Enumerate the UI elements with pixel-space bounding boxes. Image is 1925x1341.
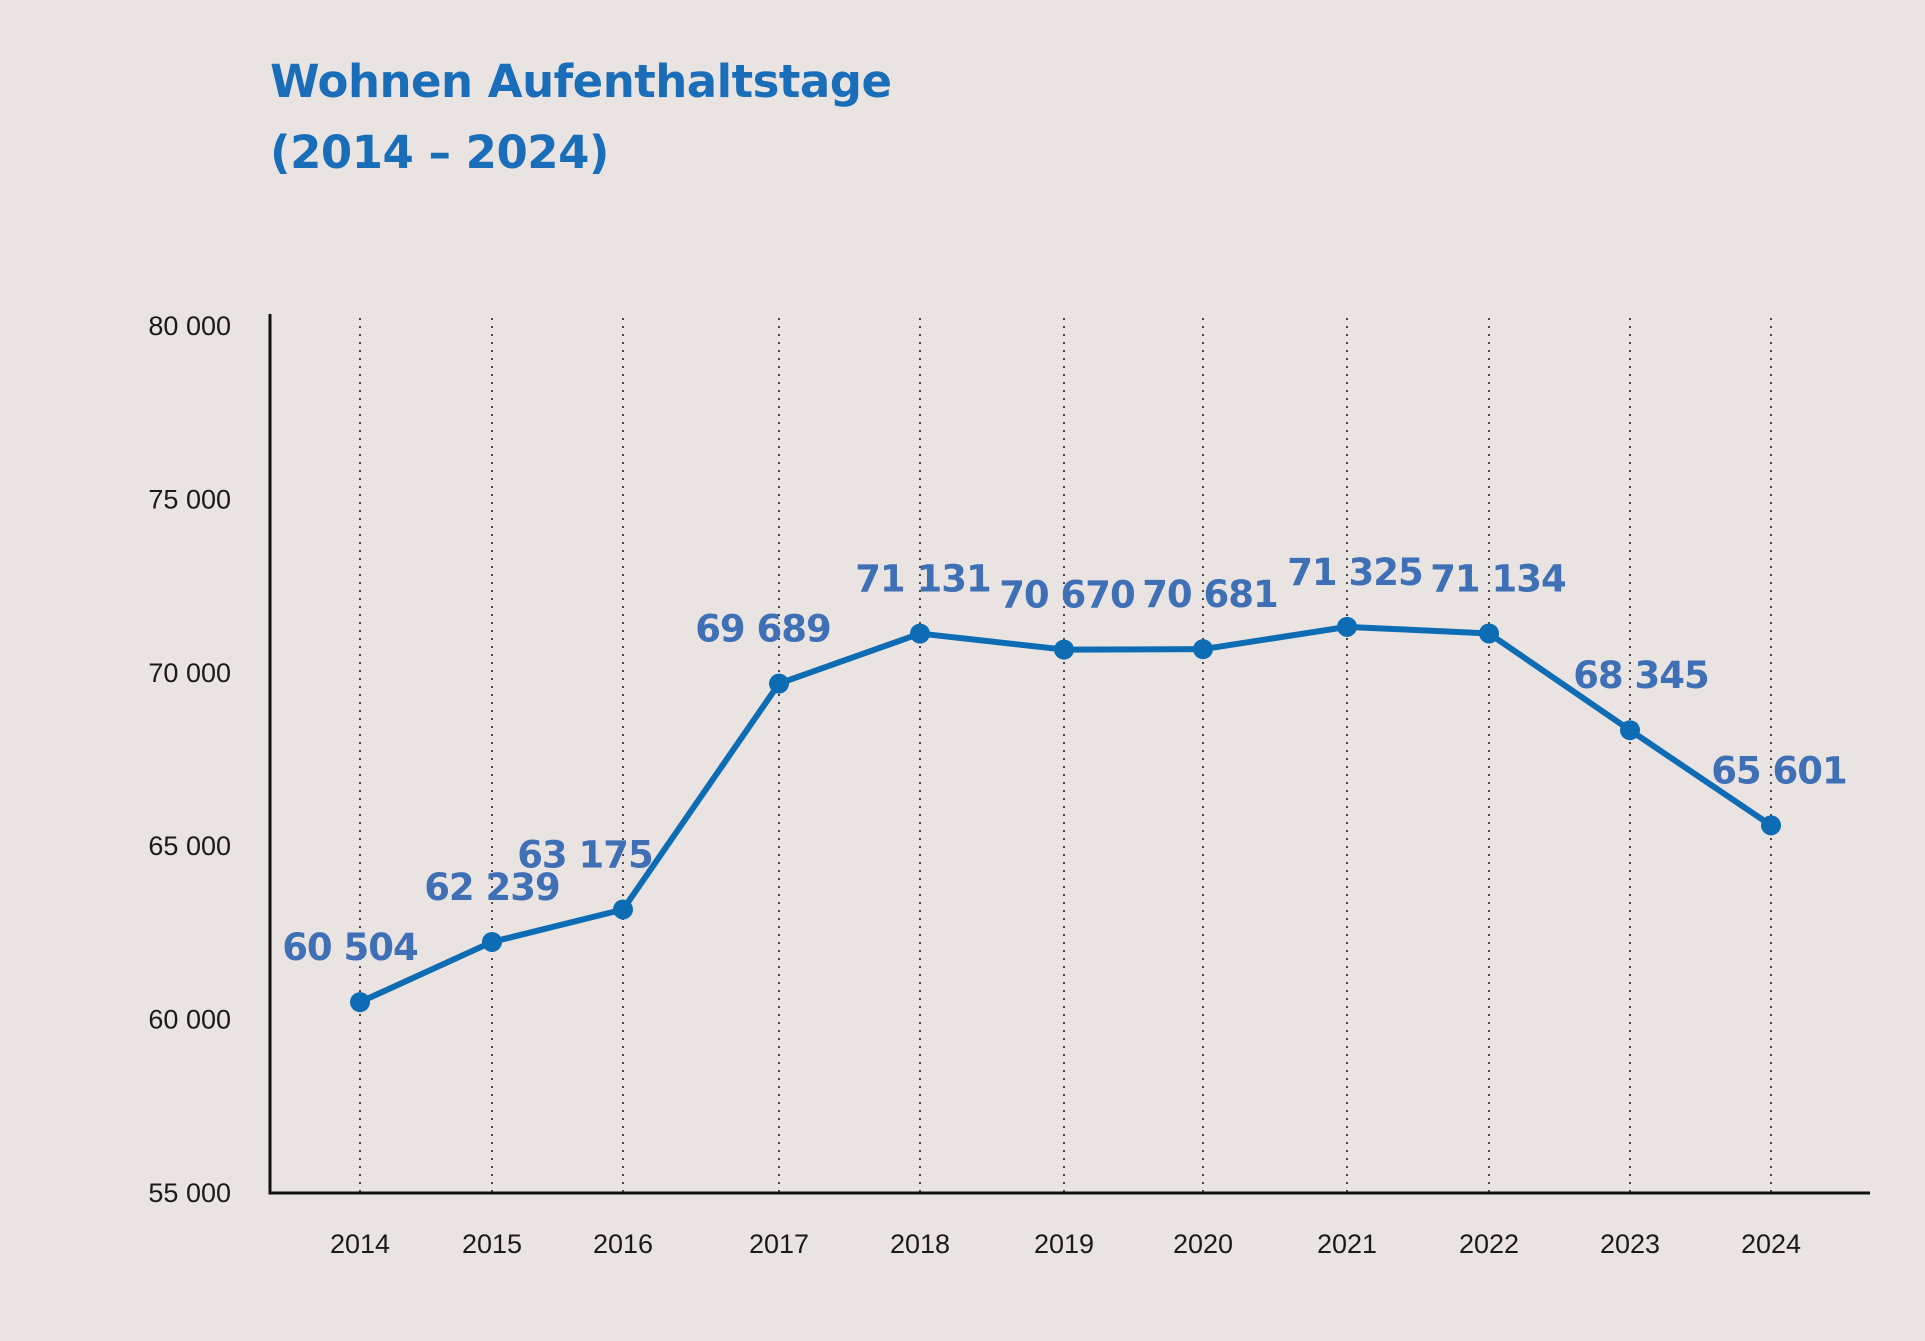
y-tick-label: 80 000 bbox=[148, 311, 231, 341]
series-line bbox=[357, 623, 1774, 1006]
y-axis: 55 000 60 000 65 000 70 000 75 000 80 000 bbox=[148, 311, 272, 1208]
x-tick-label: 2014 bbox=[330, 1229, 390, 1259]
data-label: 71 131 bbox=[855, 558, 991, 601]
data-point bbox=[1193, 639, 1213, 660]
data-label: 69 689 bbox=[695, 608, 831, 651]
data-point bbox=[1761, 815, 1781, 836]
chart-title-line-1: Wohnen Aufenthaltstage bbox=[270, 55, 892, 108]
y-tick-label: 75 000 bbox=[148, 484, 231, 514]
x-tick-label: 2024 bbox=[1741, 1229, 1801, 1259]
x-tick-label: 2022 bbox=[1459, 1229, 1519, 1259]
data-point bbox=[1054, 639, 1074, 660]
y-tick-label: 60 000 bbox=[148, 1005, 231, 1035]
data-point bbox=[910, 623, 930, 644]
data-label: 70 681 bbox=[1142, 573, 1278, 616]
x-tick-label: 2018 bbox=[890, 1229, 950, 1259]
data-point bbox=[1620, 720, 1640, 741]
data-point bbox=[1479, 623, 1499, 644]
vertical-gridlines bbox=[359, 318, 1772, 1193]
x-tick-label: 2021 bbox=[1317, 1229, 1377, 1259]
y-tick-label: 55 000 bbox=[148, 1178, 231, 1208]
x-tick-label: 2015 bbox=[462, 1229, 522, 1259]
chart-title: Wohnen Aufenthaltstage (2014 – 2024) bbox=[270, 46, 892, 188]
data-point bbox=[613, 899, 633, 920]
x-tick-label: 2023 bbox=[1600, 1229, 1660, 1259]
data-label: 65 601 bbox=[1711, 749, 1847, 792]
x-tick-label: 2020 bbox=[1173, 1229, 1233, 1259]
data-point bbox=[769, 673, 789, 694]
y-tick-label: 70 000 bbox=[148, 658, 231, 688]
data-point bbox=[1337, 616, 1357, 637]
x-tick-label: 2016 bbox=[593, 1229, 653, 1259]
data-label: 63 175 bbox=[517, 833, 653, 876]
data-point bbox=[350, 992, 370, 1013]
data-label: 62 239 bbox=[424, 866, 560, 909]
data-label: 71 325 bbox=[1287, 551, 1423, 594]
x-tick-label: 2019 bbox=[1034, 1229, 1094, 1259]
x-tick-label: 2017 bbox=[749, 1229, 809, 1259]
data-label: 71 134 bbox=[1430, 557, 1566, 600]
chart-title-line-2: (2014 – 2024) bbox=[270, 126, 609, 179]
data-label: 68 345 bbox=[1573, 654, 1709, 697]
data-label: 60 504 bbox=[282, 926, 418, 969]
x-axis: 2014 2015 2016 2017 2018 2019 2020 2021 2022 2023… bbox=[268, 1191, 1870, 1259]
data-series bbox=[350, 616, 1781, 1013]
data-label: 70 670 bbox=[999, 574, 1135, 617]
y-tick-label: 65 000 bbox=[148, 831, 231, 861]
data-point bbox=[482, 931, 502, 952]
